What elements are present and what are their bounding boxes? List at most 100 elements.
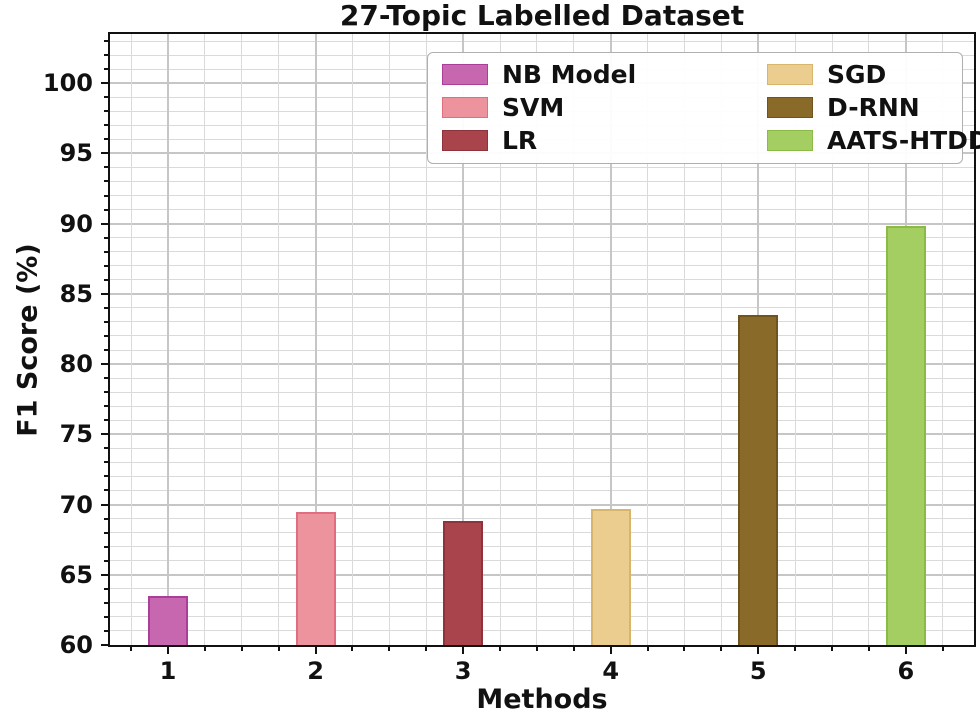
x-minor-tick: [572, 645, 575, 651]
y-minor-tick: [104, 180, 110, 183]
y-minor-tick: [104, 96, 110, 99]
x-tick-label: 2: [307, 657, 324, 685]
minor-gridline-y: [110, 518, 974, 520]
x-minor-tick: [388, 645, 391, 651]
y-minor-tick: [104, 447, 110, 450]
legend-item-svm: SVM: [442, 93, 767, 123]
minor-gridline-x: [868, 34, 870, 645]
y-minor-tick: [104, 615, 110, 618]
y-minor-tick: [104, 489, 110, 492]
y-minor-tick: [104, 475, 110, 478]
x-major-tick: [609, 645, 612, 654]
minor-gridline-y: [110, 391, 974, 393]
y-major-tick: [101, 152, 110, 155]
y-minor-tick: [104, 377, 110, 380]
y-minor-tick: [104, 194, 110, 197]
minor-gridline-x: [351, 34, 353, 645]
x-major-tick: [166, 645, 169, 654]
y-major-tick: [101, 433, 110, 436]
minor-gridline-y: [110, 180, 974, 182]
minor-gridline-x: [831, 34, 833, 645]
x-minor-tick: [794, 645, 797, 651]
minor-gridline-y: [110, 265, 974, 267]
x-major-tick: [314, 645, 317, 654]
y-major-tick: [101, 503, 110, 506]
minor-gridline-x: [647, 34, 649, 645]
bar-sgd: [590, 508, 631, 645]
major-gridline-x: [166, 34, 169, 645]
minor-gridline-y: [110, 489, 974, 491]
legend-item-aats-htddnn: AATS-HTDDNN: [767, 126, 980, 156]
y-tick-label: 90: [59, 209, 93, 238]
minor-gridline-x: [536, 34, 538, 645]
bar-aats-htddnn: [885, 226, 926, 645]
bar-d-rnn: [738, 314, 779, 645]
x-minor-tick: [867, 645, 870, 651]
y-major-tick: [101, 644, 110, 646]
y-tick-label: 85: [59, 279, 93, 308]
y-minor-tick: [104, 124, 110, 127]
major-gridline-y: [110, 222, 974, 225]
minor-gridline-y: [110, 560, 974, 562]
minor-gridline-y: [110, 546, 974, 548]
minor-gridline-y: [110, 335, 974, 337]
x-minor-tick: [499, 645, 502, 651]
x-major-tick: [757, 645, 760, 654]
y-tick-label: 95: [59, 139, 93, 168]
y-major-tick: [101, 222, 110, 225]
y-minor-tick: [104, 419, 110, 422]
y-minor-tick: [104, 349, 110, 352]
minor-gridline-y: [110, 307, 974, 309]
y-minor-tick: [104, 68, 110, 71]
minor-gridline-y: [110, 166, 974, 168]
legend-item-nb-model: NB Model: [442, 60, 767, 90]
y-axis-label: F1 Score (%): [12, 243, 44, 437]
y-minor-tick: [104, 391, 110, 394]
minor-gridline-y: [110, 630, 974, 632]
minor-gridline-y: [110, 349, 974, 351]
bar-nb-model: [147, 595, 188, 645]
y-minor-tick: [104, 166, 110, 169]
x-tick-label: 3: [454, 657, 472, 685]
minor-gridline-y: [110, 237, 974, 239]
minor-gridline-x: [425, 34, 427, 645]
minor-gridline-x: [130, 34, 132, 645]
legend-label: AATS-HTDDNN: [827, 125, 980, 155]
x-major-tick: [462, 645, 465, 654]
major-gridline-x: [314, 34, 317, 645]
minor-gridline-x: [278, 34, 280, 645]
x-minor-tick: [646, 645, 649, 651]
x-minor-tick: [277, 645, 280, 651]
x-minor-tick: [351, 645, 354, 651]
y-minor-tick: [104, 334, 110, 337]
minor-gridline-y: [110, 475, 974, 477]
minor-gridline-x: [942, 34, 944, 645]
legend-label: SGD: [827, 59, 887, 89]
x-tick-label: 5: [749, 657, 767, 685]
x-minor-tick: [683, 645, 686, 651]
minor-gridline-y: [110, 209, 974, 211]
y-minor-tick: [104, 110, 110, 113]
x-tick-label: 1: [159, 657, 177, 685]
minor-gridline-y: [110, 405, 974, 407]
minor-gridline-y: [110, 461, 974, 463]
major-gridline-y: [110, 363, 974, 366]
minor-gridline-x: [720, 34, 722, 645]
y-minor-tick: [104, 461, 110, 464]
legend-swatch: [767, 130, 813, 151]
y-major-tick: [101, 573, 110, 576]
y-minor-tick: [104, 320, 110, 323]
x-major-tick: [904, 645, 907, 654]
y-tick-label: 65: [59, 560, 93, 589]
minor-gridline-x: [388, 34, 390, 645]
y-major-tick: [101, 82, 110, 85]
minor-gridline-y: [110, 195, 974, 197]
y-tick-label: 75: [59, 420, 93, 449]
y-minor-tick: [104, 250, 110, 253]
minor-gridline-y: [110, 40, 974, 42]
legend-item-d-rnn: D-RNN: [767, 93, 980, 123]
y-minor-tick: [104, 601, 110, 604]
legend-label: NB Model: [502, 59, 637, 89]
legend-label: D-RNN: [827, 92, 920, 122]
minor-gridline-y: [110, 602, 974, 604]
